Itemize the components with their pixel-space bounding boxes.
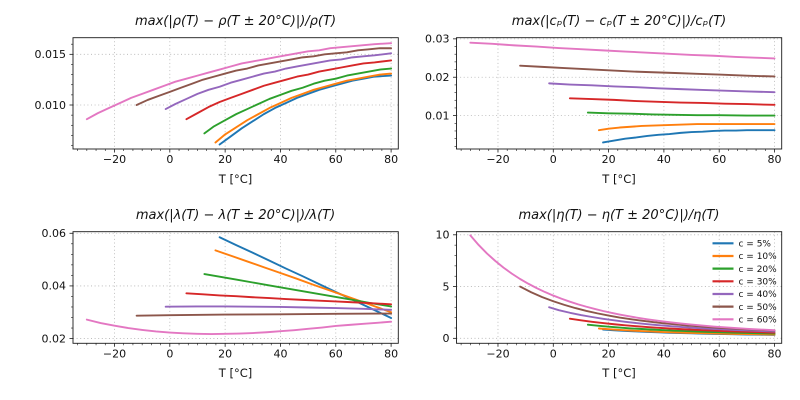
subplot-lambda-xlabel: T [°C]	[218, 366, 253, 380]
curve-eta-c20pct	[586, 323, 776, 335]
x-tick-label: −20	[486, 153, 509, 166]
curve-eta-c40pct	[548, 306, 776, 333]
y-tick-label: 0.01	[425, 109, 450, 122]
x-tick-label: 40	[273, 347, 287, 360]
subplot-eta-title: max(|η(T) − η(T ± 20°C)|)/η(T)	[518, 208, 720, 223]
axes-frame	[72, 37, 399, 150]
x-tick-label: 20	[602, 153, 616, 166]
y-tick-label: 0.015	[35, 48, 67, 61]
axes-frame	[72, 231, 399, 344]
legend-label: c = 10%	[739, 252, 778, 262]
y-tick-label: 0.02	[42, 332, 67, 345]
x-tick-label: −20	[103, 153, 126, 166]
legend-label: c = 5%	[739, 240, 772, 250]
x-tick-label: 80	[768, 153, 782, 166]
x-tick-label: 40	[657, 347, 671, 360]
x-tick-label: 0	[166, 347, 173, 360]
curve-rho-c40pct	[164, 52, 393, 111]
y-tick-label: 0.02	[425, 71, 450, 84]
subplot-eta-xlabel: T [°C]	[602, 366, 636, 380]
x-tick-label: 60	[712, 347, 726, 360]
x-tick-label: 40	[273, 153, 287, 166]
axes-frame	[456, 37, 783, 150]
subplot-cp-title: max(|cₚ(T) − cₚ(T ± 20°C)|)/cₚ(T)	[511, 14, 727, 29]
x-tick-label: 20	[218, 153, 232, 166]
curve-rho-c30pct	[185, 59, 393, 121]
legend: c = 5% c = 10% c = 20% c = 30% c = 40% c = 50…	[712, 240, 778, 326]
y-tick-label: 0	[443, 332, 450, 345]
curve-rho-c50pct	[135, 47, 393, 106]
curve-cp-c5pct	[602, 129, 776, 144]
curve-lambda-c60pct	[85, 318, 393, 336]
curve-lambda-c20pct	[203, 273, 393, 308]
x-tick-label: 20	[602, 347, 616, 360]
legend-label: c = 60%	[739, 316, 778, 326]
curve-lambda-c50pct	[135, 312, 393, 317]
legend-label: c = 20%	[739, 265, 778, 275]
curve-lambda-c40pct	[164, 305, 393, 311]
subplot-rho-title: max(|ρ(T) − ρ(T ± 20°C)|)/ρ(T)	[134, 14, 337, 29]
curve-cp-c10pct	[597, 123, 776, 132]
curve-cp-c20pct	[586, 111, 776, 117]
y-tick-label: 0.06	[42, 227, 67, 240]
curve-rho-c60pct	[85, 42, 393, 121]
y-tick-label: 0.04	[42, 280, 67, 293]
y-tick-label: 0.03	[425, 33, 450, 46]
curve-eta-c60pct	[469, 234, 776, 332]
legend-label: c = 50%	[739, 303, 778, 313]
y-tick-label: 0.010	[35, 99, 67, 112]
subplot-cp-xlabel: T [°C]	[602, 172, 636, 186]
x-tick-label: 60	[712, 153, 726, 166]
x-tick-label: −20	[103, 347, 126, 360]
curve-rho-c10pct	[214, 72, 393, 144]
x-tick-label: 60	[329, 153, 343, 166]
x-tick-label: 0	[166, 153, 173, 166]
x-tick-label: 0	[550, 153, 557, 166]
curve-cp-c60pct	[469, 41, 776, 60]
x-tick-label: 0	[550, 347, 557, 360]
curve-cp-c50pct	[519, 64, 776, 78]
curve-eta-c10pct	[597, 327, 776, 336]
curve-rho-c20pct	[203, 67, 393, 135]
subplot-rho: −20 0 20 40 60 80 0.010 0.015	[35, 37, 399, 166]
axes-frame	[456, 231, 783, 344]
x-tick-label: 80	[768, 347, 782, 360]
y-tick-label: 10	[436, 229, 450, 242]
x-tick-label: 80	[384, 347, 398, 360]
x-tick-label: 20	[218, 347, 232, 360]
subplot-lambda-title: max(|λ(T) − λ(T ± 20°C)|)/λ(T)	[135, 208, 336, 223]
curve-cp-c40pct	[548, 82, 776, 94]
x-tick-label: 80	[384, 153, 398, 166]
curve-eta-c30pct	[568, 317, 776, 334]
subplot-rho-xlabel: T [°C]	[218, 172, 253, 186]
curve-rho-c5pct	[218, 74, 393, 146]
legend-label: c = 40%	[739, 290, 778, 300]
legend-label: c = 30%	[739, 278, 778, 288]
x-tick-label: 40	[657, 153, 671, 166]
curve-cp-c30pct	[568, 97, 776, 106]
subplot-lambda: −20 0 20 40 60 80 0.02 0.04 0.06	[42, 227, 399, 360]
curve-lambda-c30pct	[185, 292, 393, 306]
x-tick-label: 60	[329, 347, 343, 360]
y-tick-label: 5	[443, 280, 450, 293]
subplot-cp: −20 0 20 40 60 80 0.01 0.02 0.03	[425, 33, 783, 166]
x-tick-label: −20	[486, 347, 509, 360]
